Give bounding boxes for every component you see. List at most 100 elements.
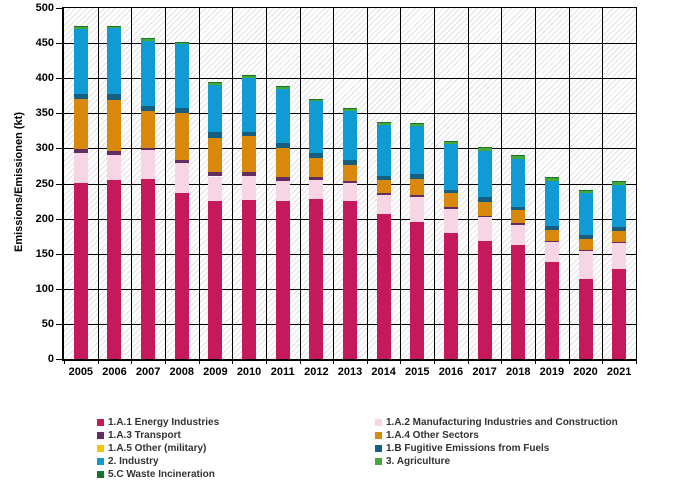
x-tick-mark — [232, 360, 233, 364]
bar-2018 — [511, 8, 526, 359]
bar-segment — [578, 238, 593, 250]
x-tick-mark — [569, 360, 570, 364]
x-tick-label: 2017 — [472, 366, 497, 378]
bar-segment — [612, 227, 627, 232]
y-tick-mark — [56, 113, 62, 115]
bar-segment — [242, 78, 257, 132]
x-tick-mark — [266, 360, 267, 364]
bar-segment — [612, 231, 627, 242]
bar-segment — [107, 154, 122, 180]
y-tick-label: 200 — [35, 212, 54, 225]
bar-segment — [208, 84, 223, 133]
bar-2014 — [376, 8, 391, 359]
x-tick-mark — [367, 360, 368, 364]
bar-segment — [107, 94, 122, 100]
bar-segment — [275, 147, 290, 178]
bar-segment — [73, 94, 88, 100]
bar-2020 — [578, 8, 593, 359]
y-tick-label: 350 — [35, 107, 54, 120]
bar-segment — [578, 189, 593, 191]
bar-segment — [73, 26, 88, 30]
bar-2015 — [410, 8, 425, 359]
bar-segment — [242, 172, 257, 176]
bar-segment — [343, 108, 357, 110]
x-tick-label: 2013 — [337, 366, 363, 378]
x-tick-label: 2007 — [135, 366, 161, 378]
bar-segment — [376, 123, 391, 126]
bar-segment — [343, 165, 357, 181]
gridline-vertical — [400, 8, 401, 359]
x-tick-label: 2021 — [606, 366, 632, 378]
bar-segment — [443, 140, 458, 142]
bar-segment — [275, 201, 290, 359]
legend-label: 1.A.1 Energy Industries — [108, 417, 220, 428]
y-tick-label: 0 — [47, 353, 54, 365]
gridline-vertical — [569, 8, 570, 359]
y-tick-mark — [56, 359, 62, 360]
bar-segment — [612, 184, 627, 228]
x-tick-mark — [300, 360, 301, 364]
bar-segment — [309, 158, 324, 178]
bar-segment — [242, 131, 257, 136]
bar-segment — [275, 85, 290, 87]
gridline-vertical — [165, 8, 166, 359]
bar-segment — [174, 43, 189, 108]
bar-segment — [208, 82, 223, 85]
gridline-vertical — [232, 8, 233, 359]
y-tick-mark — [56, 218, 62, 220]
bar-segment — [612, 182, 627, 185]
bar-segment — [174, 42, 189, 44]
gridline-vertical — [199, 8, 200, 359]
x-tick-mark — [64, 360, 65, 364]
x-tick-label: 2008 — [169, 366, 194, 378]
bar-segment — [612, 269, 627, 359]
bar-segment — [242, 175, 257, 200]
bar-2017 — [477, 8, 492, 359]
bar-segment — [477, 215, 492, 218]
bar-segment — [343, 109, 357, 112]
bar-2019 — [544, 8, 559, 359]
x-tick-mark — [434, 360, 435, 364]
bar-segment — [107, 28, 122, 95]
y-tick-label: 300 — [35, 142, 54, 155]
bar-segment — [309, 98, 324, 100]
bar-segment — [208, 81, 223, 83]
bar-segment — [410, 179, 425, 195]
bar-segment — [107, 151, 122, 155]
bar-2013 — [343, 8, 357, 359]
bar-segment — [309, 99, 324, 102]
gridline-vertical — [468, 8, 469, 359]
x-tick-label: 2010 — [236, 366, 262, 378]
x-tick-mark — [98, 360, 99, 364]
bar-segment — [309, 177, 324, 180]
bar-2005 — [73, 8, 88, 359]
y-tick-label: 250 — [35, 177, 54, 190]
x-tick-mark — [535, 360, 536, 364]
bar-segment — [511, 158, 526, 207]
bar-segment — [544, 177, 559, 178]
gridline-vertical — [266, 8, 267, 359]
bar-segment — [578, 278, 593, 359]
bar-segment — [410, 125, 425, 175]
bar-segment — [309, 153, 324, 159]
y-tick-mark — [56, 288, 62, 290]
bar-segment — [275, 177, 290, 181]
bar-segment — [544, 241, 559, 242]
bar-segment — [275, 86, 290, 89]
legend-label: 5.C Waste Incineration — [108, 469, 215, 480]
bar-segment — [73, 182, 88, 359]
bar-segment — [544, 229, 559, 242]
legend-label: 3. Agriculture — [386, 456, 451, 467]
bar-segment — [141, 105, 156, 111]
legend-swatch — [97, 458, 104, 465]
bar-segment — [443, 189, 458, 194]
bar-segment — [410, 194, 425, 197]
bar-segment — [309, 198, 324, 359]
bar-segment — [242, 76, 257, 79]
bar-segment — [141, 38, 156, 41]
y-tick-label: 100 — [35, 282, 54, 295]
bar-segment — [343, 180, 357, 183]
x-tick-label: 2020 — [573, 366, 598, 378]
x-tick-label: 2019 — [539, 366, 565, 378]
